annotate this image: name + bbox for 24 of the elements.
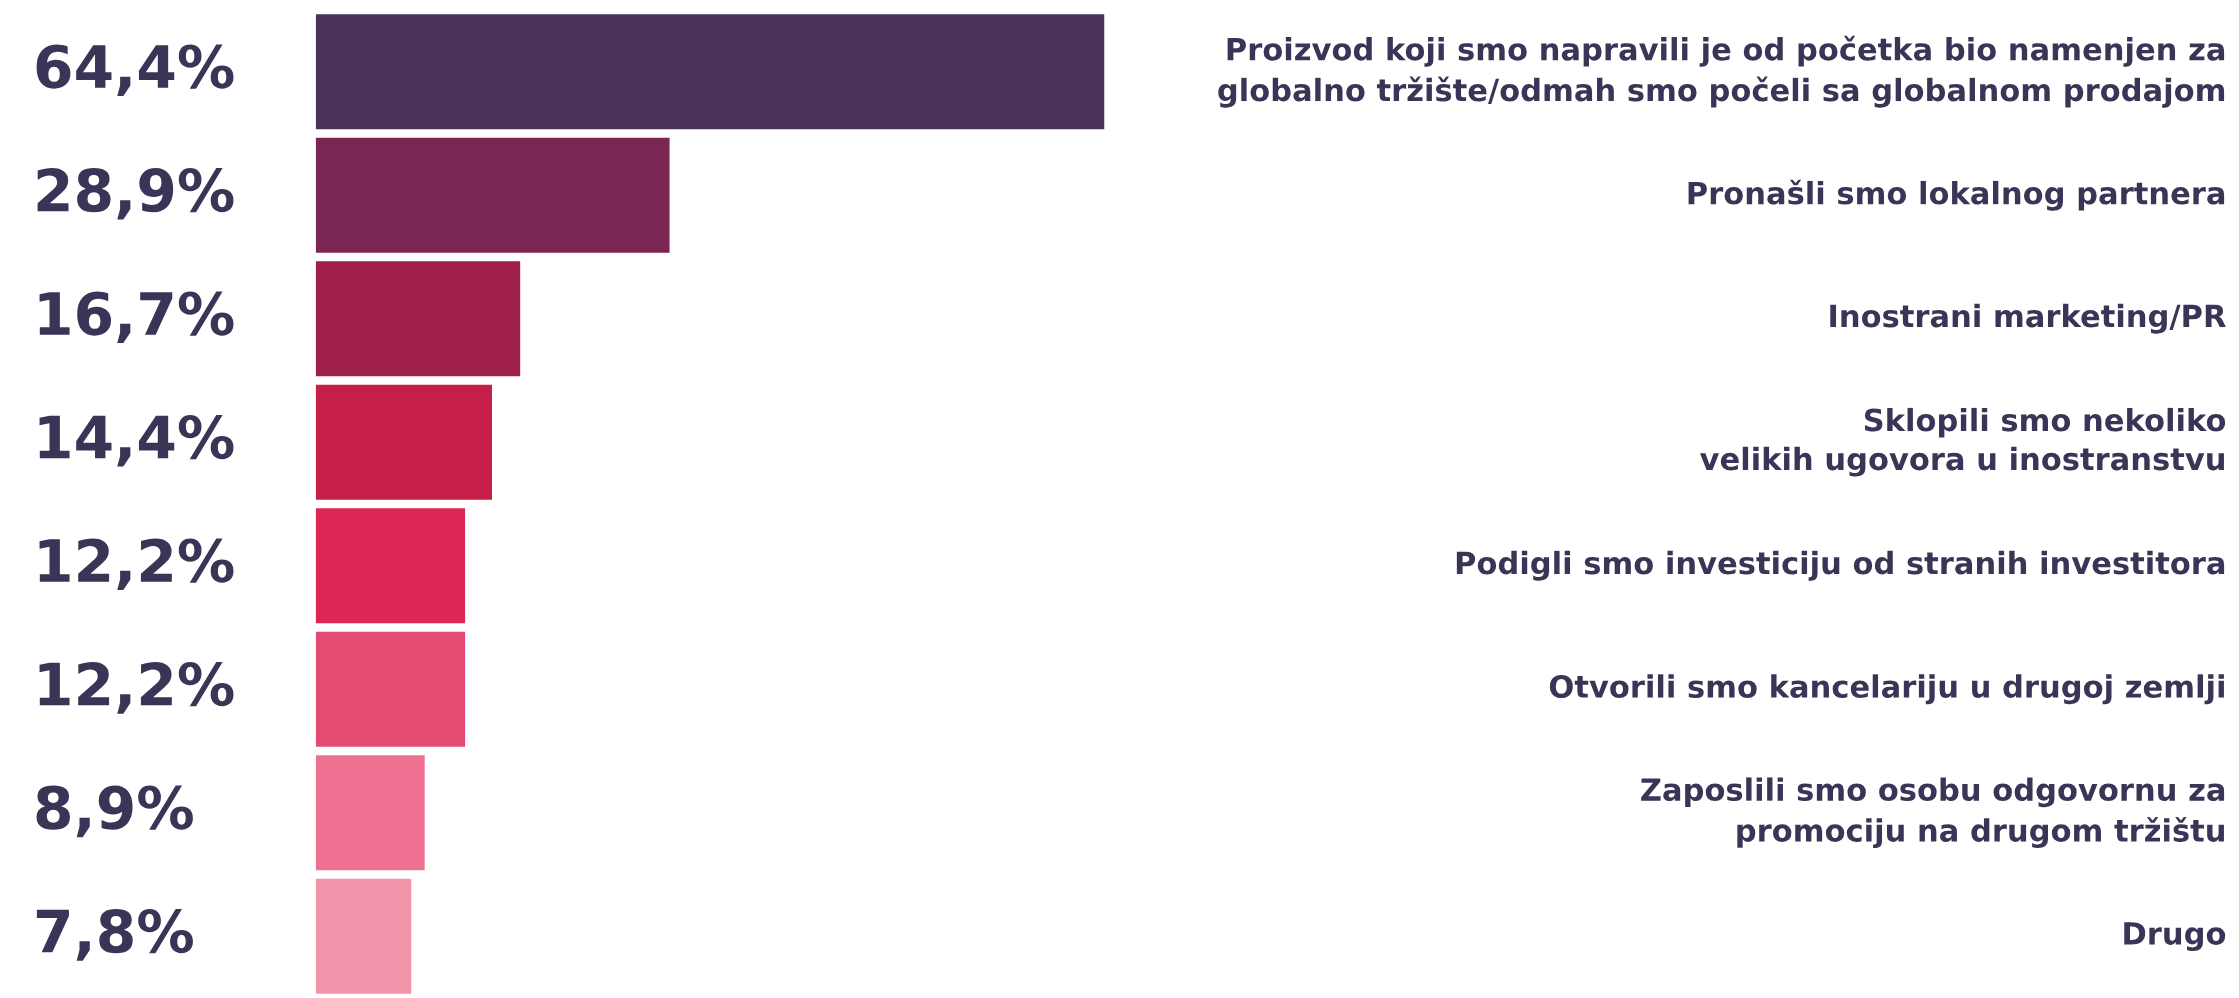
bar <box>315 137 670 253</box>
data-label: 28,9% <box>37 168 234 220</box>
data-label: 64,4% <box>36 44 234 97</box>
bar <box>315 755 425 871</box>
bar <box>315 508 466 624</box>
data-label: 12,2% <box>39 662 234 714</box>
y-tick-label: Proizvod koji smo napravili je od početka bio namenjen za globalno tržište/odmah smo počeli sa globalnom prodajom <box>1218 35 2225 108</box>
data-label: 14,4% <box>39 415 234 467</box>
bar <box>315 631 466 747</box>
y-tick-label: Otvorili smo kancelariju u drugoj zemlji <box>1549 674 2224 705</box>
bar <box>315 14 1105 130</box>
data-label: 8,9% <box>36 785 193 838</box>
bar <box>315 261 521 377</box>
y-tick-label: Podigli smo investiciju od stranih investitora <box>1456 550 2225 581</box>
y-tick-label: Zaposlili smo osobu odgovornu za promociju na drugom tržištu <box>1641 777 2225 849</box>
data-label: 12,2% <box>39 538 234 591</box>
bar <box>315 878 412 994</box>
y-tick-label: Drugo <box>2124 922 2226 952</box>
data-label: 7,8% <box>36 909 193 961</box>
bar <box>315 384 493 500</box>
y-tick-label: Inostrani marketing/PR <box>1830 303 2226 334</box>
y-tick-label: Sklopili smo nekoliko velikih ugovora u inostranstvu <box>1700 407 2226 477</box>
y-tick-label: Pronašli smo lokalnog partnera <box>1688 179 2225 211</box>
data-label: 16,7% <box>39 291 234 344</box>
